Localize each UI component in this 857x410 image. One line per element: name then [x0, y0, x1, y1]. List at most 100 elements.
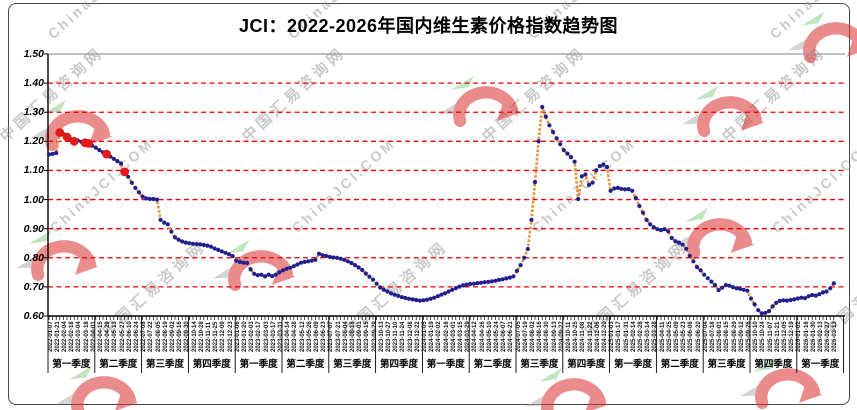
x-axis-tick-label: 2022-09-02	[169, 321, 176, 352]
data-point	[410, 297, 415, 302]
x-axis-tick-label: 2024-06-07	[501, 321, 508, 352]
data-point	[576, 196, 581, 202]
data-point	[493, 278, 498, 283]
data-point	[799, 295, 804, 300]
data-point	[468, 281, 473, 287]
x-axis-tick-label: 2025-08-01	[717, 321, 724, 352]
y-axis-tick-label: 1.10	[23, 164, 44, 177]
data-point	[766, 309, 772, 314]
quarter-label: 第四季度	[567, 359, 606, 370]
data-point	[536, 139, 541, 144]
data-point	[673, 239, 678, 244]
data-point	[496, 277, 502, 282]
data-point	[338, 256, 343, 261]
data-point	[651, 225, 656, 230]
x-axis-tick-label: 2025-10-10	[753, 321, 760, 352]
data-point	[363, 271, 368, 276]
x-axis-tick-label: 2022-01-21	[54, 321, 61, 352]
data-point	[111, 156, 116, 161]
data-point	[788, 297, 793, 303]
data-point	[428, 296, 433, 301]
x-axis-tick-label: 2024-08-30	[544, 321, 551, 352]
data-point	[759, 311, 764, 316]
data-point	[475, 281, 480, 286]
data-point	[806, 294, 811, 299]
quarter-label: 第二季度	[473, 359, 512, 370]
data-point	[810, 292, 815, 298]
data-point	[252, 271, 257, 276]
data-point	[255, 273, 260, 278]
quarter-label: 第二季度	[660, 359, 699, 370]
data-point	[133, 185, 138, 190]
data-point	[529, 217, 534, 222]
x-axis-tick-label: 2024-11-08	[580, 321, 587, 352]
data-point	[219, 249, 224, 254]
data-point	[748, 296, 754, 301]
data-point	[169, 229, 174, 234]
quarter-label: 第一季度	[801, 359, 840, 370]
data-point	[540, 104, 545, 110]
x-axis-tick-label: 2024-04-12	[472, 321, 479, 352]
data-point	[630, 188, 635, 193]
data-point	[291, 264, 296, 269]
data-point	[280, 268, 286, 273]
data-point	[331, 255, 336, 260]
data-point	[522, 255, 527, 260]
highlighted-data-point	[120, 167, 129, 177]
x-axis-tick-label: 2022-07-22	[148, 321, 155, 352]
x-axis-tick-label: 2024-11-22	[587, 321, 594, 352]
data-point	[136, 190, 142, 195]
data-point	[313, 257, 318, 262]
data-point	[720, 285, 725, 290]
data-point	[817, 292, 822, 297]
x-axis-tick-label: 2023-11-24	[400, 321, 407, 352]
x-axis-tick-label: 2024-01-19	[429, 321, 436, 352]
data-point	[288, 265, 293, 270]
x-axis-tick-label: 2025-12-05	[781, 321, 788, 352]
x-axis-tick-label: 2022-06-10	[126, 321, 133, 352]
data-point	[658, 228, 664, 233]
data-point	[316, 251, 322, 256]
data-point	[342, 257, 347, 262]
data-point	[637, 203, 642, 209]
x-axis-tick-label: 2022-09-16	[177, 321, 184, 352]
x-axis-tick-label: 2023-08-18	[349, 321, 356, 352]
data-point	[594, 168, 599, 173]
data-point	[118, 161, 124, 166]
x-axis-tick-label: 2023-07-07	[328, 321, 335, 352]
x-axis-tick-label: 2023-04-28	[292, 321, 299, 352]
x-axis-tick-label: 2022-02-18	[69, 321, 76, 352]
highlighted-data-point	[69, 136, 79, 146]
data-point	[795, 296, 800, 301]
x-axis-tick-label: 2023-10-27	[385, 321, 392, 352]
data-point	[460, 283, 466, 288]
data-point	[738, 286, 743, 291]
data-point	[154, 197, 160, 202]
x-axis-tick-label: 2025-07-04	[702, 321, 709, 352]
x-axis-tick-label: 2025-06-20	[695, 321, 702, 352]
data-point	[392, 292, 397, 297]
data-point	[417, 298, 422, 303]
x-axis-tick-label: 2025-05-09	[673, 321, 680, 352]
data-point	[669, 235, 674, 241]
x-axis-tick-label: 2025-09-26	[745, 321, 752, 352]
x-axis-tick-label: 2025-01-31	[623, 321, 630, 352]
data-point	[813, 293, 818, 298]
data-point	[514, 268, 520, 273]
x-axis-tick-label: 2022-07-08	[141, 321, 148, 352]
data-point	[741, 287, 746, 292]
data-point	[442, 291, 448, 296]
data-point	[360, 267, 365, 273]
price-index-line	[48, 106, 835, 315]
data-point	[774, 300, 779, 305]
data-point	[212, 246, 217, 251]
data-point	[687, 253, 692, 259]
data-point	[792, 297, 797, 302]
data-point	[140, 194, 145, 199]
data-point	[723, 283, 728, 288]
data-point	[54, 150, 59, 156]
x-axis-tick-label: 2024-05-24	[493, 321, 500, 352]
data-point	[511, 274, 516, 279]
data-point	[46, 152, 52, 157]
